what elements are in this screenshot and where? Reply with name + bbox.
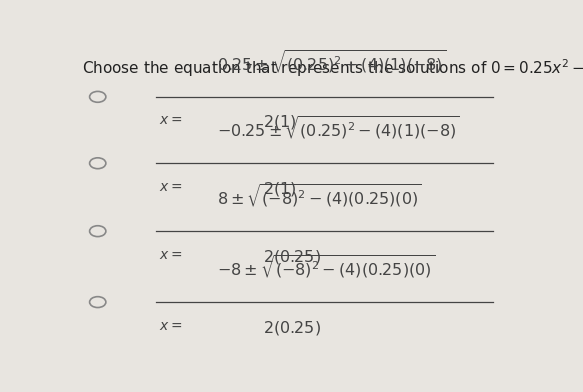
Text: $x =$: $x =$	[159, 248, 182, 262]
Text: $x =$: $x =$	[159, 180, 182, 194]
Text: $x =$: $x =$	[159, 319, 182, 333]
Text: $2(1)$: $2(1)$	[262, 180, 296, 198]
Text: $-8 \pm \sqrt{(-8)^2 - (4)(0.25)(0)}$: $-8 \pm \sqrt{(-8)^2 - (4)(0.25)(0)}$	[217, 254, 436, 281]
Text: $-0.25 \pm \sqrt{(0.25)^2 - (4)(1)(-8)}$: $-0.25 \pm \sqrt{(0.25)^2 - (4)(1)(-8)}$	[217, 115, 460, 142]
Text: $0.25 \pm \sqrt{(0.25)^2 - (4)(1)(-8)}$: $0.25 \pm \sqrt{(0.25)^2 - (4)(1)(-8)}$	[217, 49, 447, 76]
Text: $2(0.25)$: $2(0.25)$	[262, 248, 321, 266]
Text: $8 \pm \sqrt{(-8)^2 - (4)(0.25)(0)}$: $8 \pm \sqrt{(-8)^2 - (4)(0.25)(0)}$	[217, 183, 422, 210]
Text: $x =$: $x =$	[159, 113, 182, 127]
Text: Choose the equation that represents the solutions of $0 = 0.25x^2 - 8x$.: Choose the equation that represents the …	[82, 58, 583, 79]
Text: $2(0.25)$: $2(0.25)$	[262, 319, 321, 337]
Text: $2(1)$: $2(1)$	[262, 113, 296, 131]
